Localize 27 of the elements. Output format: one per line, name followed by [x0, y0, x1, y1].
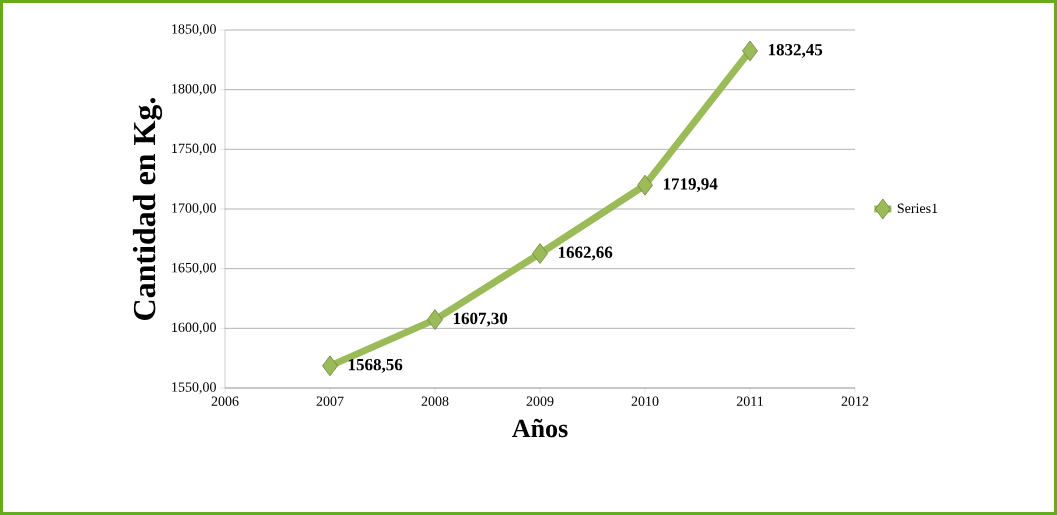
point	[637, 174, 653, 196]
point	[742, 40, 758, 62]
point	[532, 243, 548, 264]
y-tick-label: 1700,00	[172, 203, 216, 215]
y-tick-label: 1750,00	[172, 143, 216, 156]
data-label: 1832,45	[768, 43, 823, 58]
data-label: 1662,66	[558, 246, 613, 261]
y-tick-label: 1650,00	[172, 262, 216, 275]
x-tick-label: 2006	[211, 396, 239, 406]
data-label: 1719,94	[663, 178, 718, 193]
x-tick-label: 2007	[316, 396, 344, 406]
y-tick-label: 1600,00	[172, 322, 216, 335]
point	[427, 309, 443, 331]
data-label: 1568,56	[348, 358, 403, 373]
x-tick-label: 2009	[526, 396, 554, 406]
x-tick-label: 2008	[421, 396, 449, 406]
y-axis-title: Cantidad en Kg.	[132, 97, 163, 320]
x-axis-title: Años	[512, 418, 568, 438]
x-tick-label: 2012	[841, 396, 869, 406]
legend-label: Series1	[897, 203, 938, 214]
data-label: 1607,30	[453, 312, 508, 327]
point	[322, 355, 338, 377]
y-tick-label: 1800,00	[172, 83, 216, 96]
y-tick-label: 1550,00	[172, 382, 216, 394]
y-tick-label: 1850,00	[172, 24, 216, 36]
x-tick-label: 2010	[631, 396, 659, 406]
x-tick-label: 2011	[736, 396, 763, 406]
